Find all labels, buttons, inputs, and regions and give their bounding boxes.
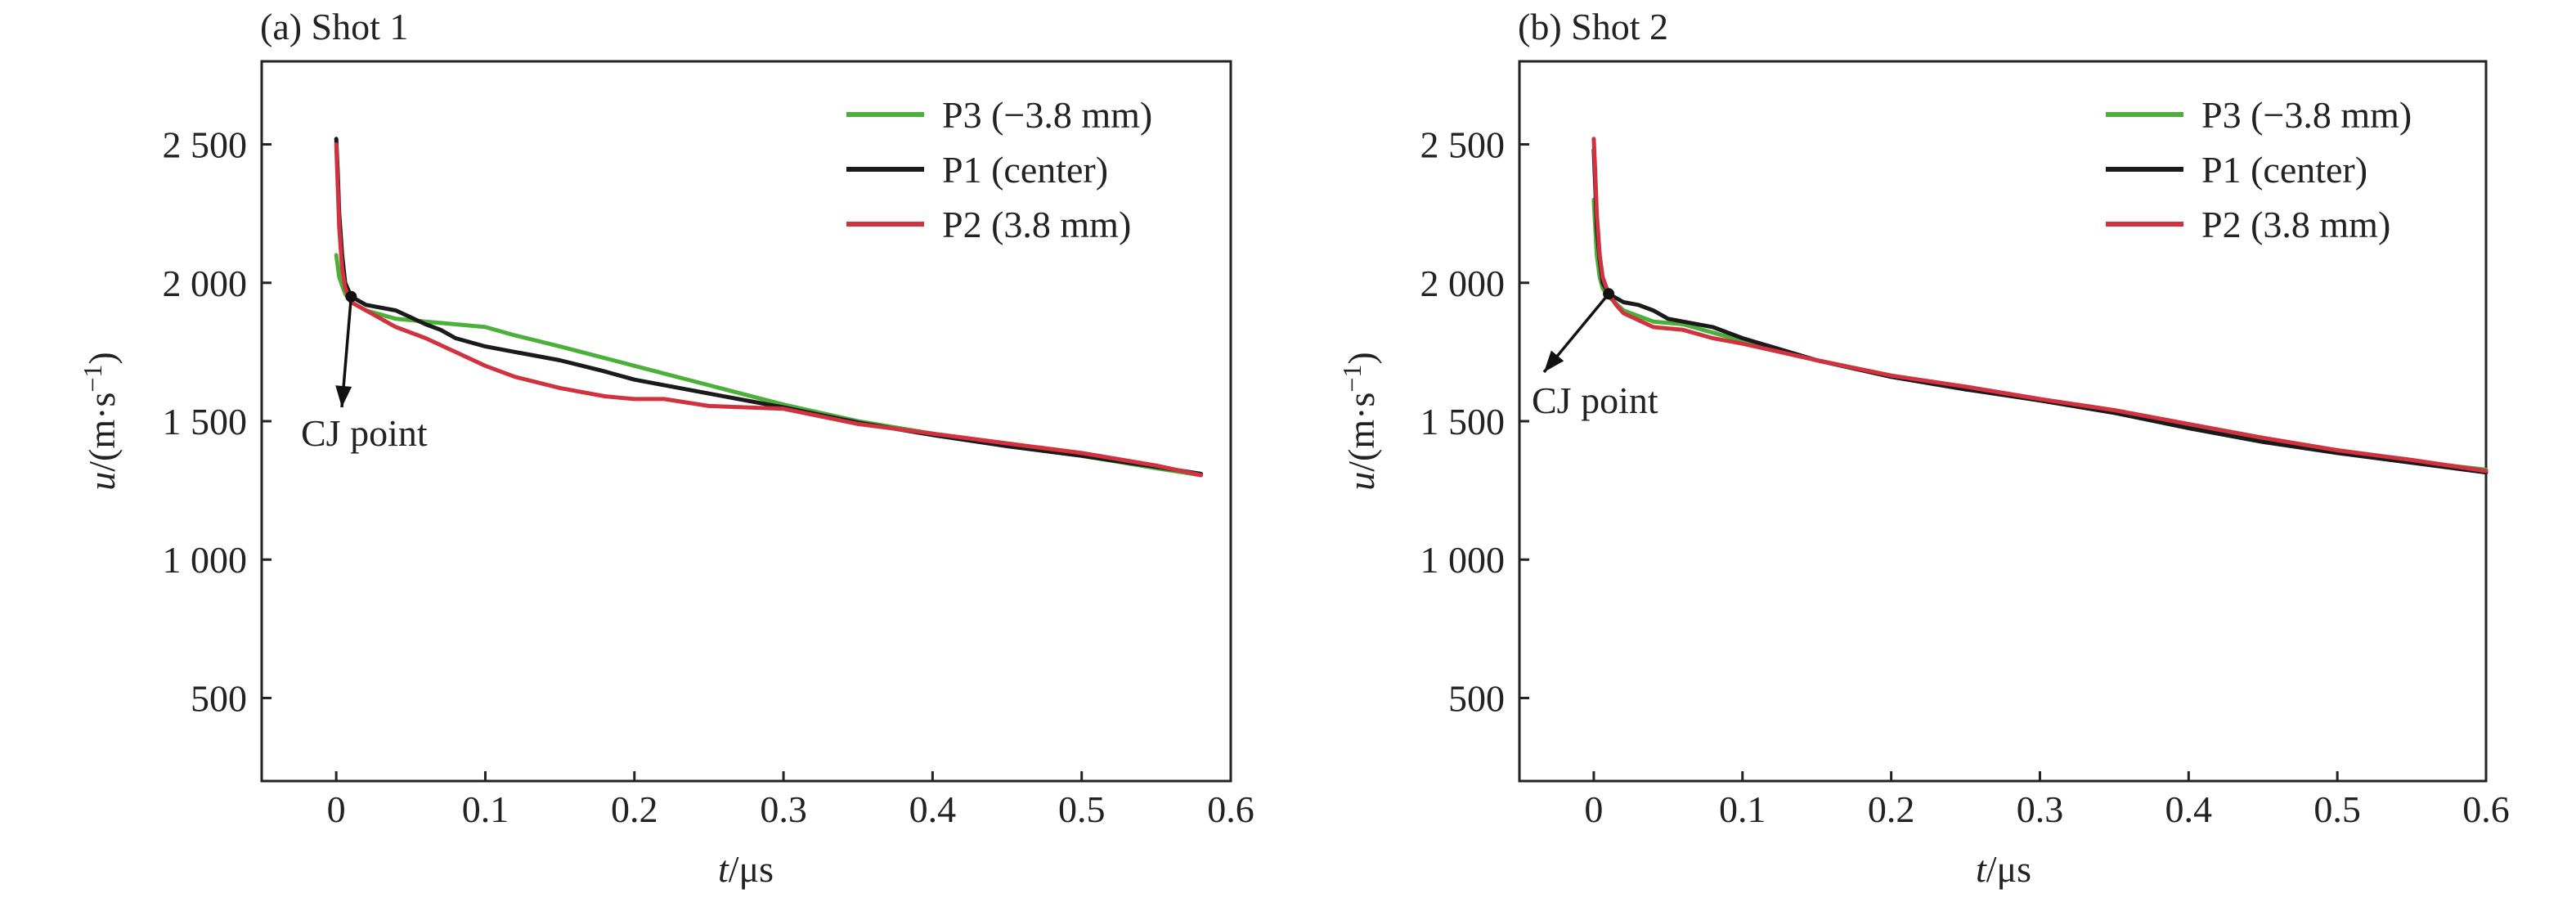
- y-tick-label: 500: [191, 677, 247, 719]
- x-tick-label: 0.3: [760, 788, 807, 830]
- x-axis-label: t/μs: [1976, 848, 2031, 890]
- x-tick-label: 0.4: [2165, 788, 2213, 830]
- x-tick-label: 0.2: [1868, 788, 1915, 830]
- y-axis-label: u/(m·s−1): [1337, 352, 1382, 490]
- x-tick-label: 0.1: [462, 788, 509, 830]
- x-axis-unit: /μs: [1986, 848, 2031, 890]
- x-axis-var: t: [718, 848, 729, 890]
- x-axis-unit: /μs: [729, 848, 774, 890]
- cj-point-label: CJ point: [301, 412, 428, 454]
- x-tick-label: 0.6: [1207, 788, 1254, 830]
- cj-point-label: CJ point: [1532, 379, 1658, 421]
- x-tick-label: 0.3: [2017, 788, 2064, 830]
- panel-label: (b) Shot 2: [1518, 6, 1668, 47]
- y-tick-label: 1 000: [163, 539, 248, 581]
- series-line-p1: [1591, 147, 2488, 475]
- legend-label: P3 (−3.8 mm): [942, 94, 1152, 136]
- y-axis-exponent: −1: [78, 365, 107, 393]
- series-line-p3: [334, 253, 1203, 478]
- y-axis-var: u: [81, 472, 123, 491]
- y-axis-close: ): [81, 352, 123, 364]
- y-tick-label: 2 500: [163, 124, 248, 166]
- x-tick-label: 0.4: [909, 788, 957, 830]
- y-tick-label: 1 500: [163, 401, 248, 442]
- y-axis-unit: /(m·s: [81, 393, 123, 472]
- legend: P3 (−3.8 mm) P1 (center) P2 (3.8 mm): [846, 94, 1152, 245]
- y-axis-unit: /(m·s: [1340, 393, 1382, 472]
- cj-point-arrowhead: [1544, 350, 1564, 372]
- y-axis-label: u/(m·s−1): [78, 352, 123, 490]
- x-axis-var: t: [1976, 848, 1987, 890]
- legend-label: P2 (3.8 mm): [942, 204, 1131, 245]
- x-tick-label: 0.5: [1058, 788, 1106, 830]
- legend-label: P1 (center): [942, 149, 1108, 191]
- legend-label: P2 (3.8 mm): [2201, 204, 2390, 245]
- x-tick-label: 0.1: [1719, 788, 1766, 830]
- chart-panel-a: (a) Shot 1 0 0.1 0.2 0.3 0.4 0.5 0.6 500 1 000 1 5…: [78, 6, 1254, 890]
- x-tick-label: 0: [327, 788, 346, 830]
- y-tick-label: 1 500: [1420, 401, 1506, 442]
- y-tick-label: 2 000: [1420, 263, 1506, 304]
- series-line-p2: [1591, 137, 2488, 474]
- cj-point-arrowhead: [335, 385, 352, 407]
- series-line-p2: [334, 142, 1203, 478]
- x-tick-label: 0.2: [611, 788, 658, 830]
- legend-label: P1 (center): [2201, 149, 2367, 191]
- legend-label: P3 (−3.8 mm): [2201, 94, 2412, 136]
- x-tick-label: 0.5: [2313, 788, 2361, 830]
- y-axis-exponent: −1: [1337, 365, 1367, 393]
- y-axis-var: u: [1340, 472, 1382, 491]
- y-tick-label: 2 000: [163, 263, 248, 304]
- y-axis-close: ): [1340, 352, 1382, 364]
- x-axis-label: t/μs: [718, 848, 774, 890]
- y-tick-label: 1 000: [1420, 539, 1506, 581]
- y-tick-label: 500: [1448, 677, 1505, 719]
- legend: P3 (−3.8 mm) P1 (center) P2 (3.8 mm): [2106, 94, 2412, 245]
- x-tick-label: 0.6: [2462, 788, 2510, 830]
- x-tick-label: 0: [1584, 788, 1603, 830]
- chart-panel-b: (b) Shot 2 0 0.1 0.2 0.3 0.4 0.5 0.6 500 1 000 1 5…: [1337, 6, 2510, 890]
- y-tick-label: 2 500: [1420, 124, 1506, 166]
- panel-label: (a) Shot 1: [260, 6, 408, 47]
